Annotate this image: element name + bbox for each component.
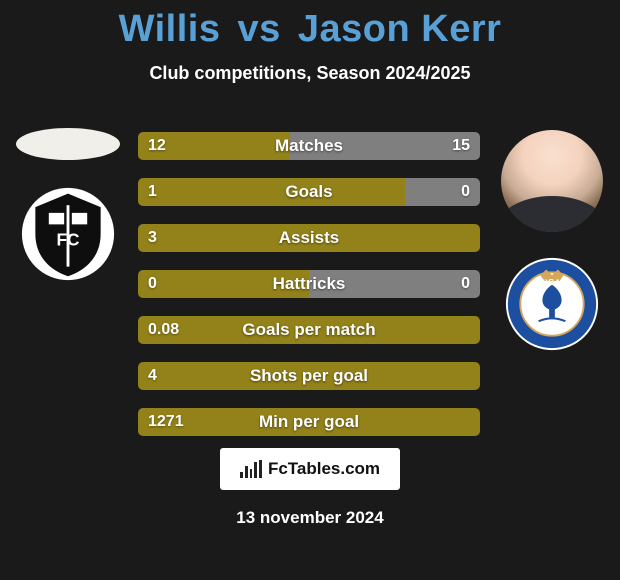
stat-bar-left [138,178,405,206]
stat-bar-track [138,132,480,160]
stat-bar-track [138,362,480,390]
stat-bar-left [138,408,480,436]
stat-bar-track [138,316,480,344]
stat-row: 1271Min per goal [138,408,480,436]
stat-row: 4Shots per goal [138,362,480,390]
stat-bar-right [309,270,480,298]
page-title: Willis vs Jason Kerr [0,8,620,51]
stat-bar-right [405,178,480,206]
stat-bar-left [138,362,480,390]
comparison-card: Willis vs Jason Kerr Club competitions, … [0,8,620,580]
source-logo-text: FcTables.com [268,459,380,479]
stat-bar-left [138,270,309,298]
title-vs: vs [238,8,281,50]
player1-club-crest: FC [20,186,116,282]
shield-icon: FC [20,186,116,282]
player1-avatar-placeholder [16,128,120,160]
stat-row: 10Goals [138,178,480,206]
subtitle: Club competitions, Season 2024/2025 [0,63,620,84]
stat-bar-track [138,178,480,206]
title-player1: Willis [119,8,221,50]
player2-avatar [501,130,603,232]
svg-text:FC: FC [56,230,79,250]
left-player-column: FC [8,128,128,282]
stat-row: 1215Matches [138,132,480,160]
player2-club-crest: WIGAN WIGAN ATHLETIC [504,256,600,352]
stat-row: 0.08Goals per match [138,316,480,344]
stats-chart: 1215Matches 10Goals 3Assists 00Hattricks 0.0… [138,132,480,454]
bar-chart-icon [240,460,262,478]
right-player-column: WIGAN WIGAN ATHLETIC [492,128,612,352]
stat-row: 3Assists [138,224,480,252]
stat-bar-track [138,408,480,436]
stat-row: 00Hattricks [138,270,480,298]
stat-bar-left [138,316,480,344]
stat-bar-left [138,224,480,252]
stat-bar-left [138,132,290,160]
stat-bar-track [138,270,480,298]
stat-bar-right [290,132,480,160]
date-text: 13 november 2024 [0,508,620,528]
club-badge-icon: WIGAN WIGAN ATHLETIC [504,256,600,352]
title-player2: Jason Kerr [298,8,502,50]
source-logo: FcTables.com [220,448,400,490]
stat-bar-track [138,224,480,252]
